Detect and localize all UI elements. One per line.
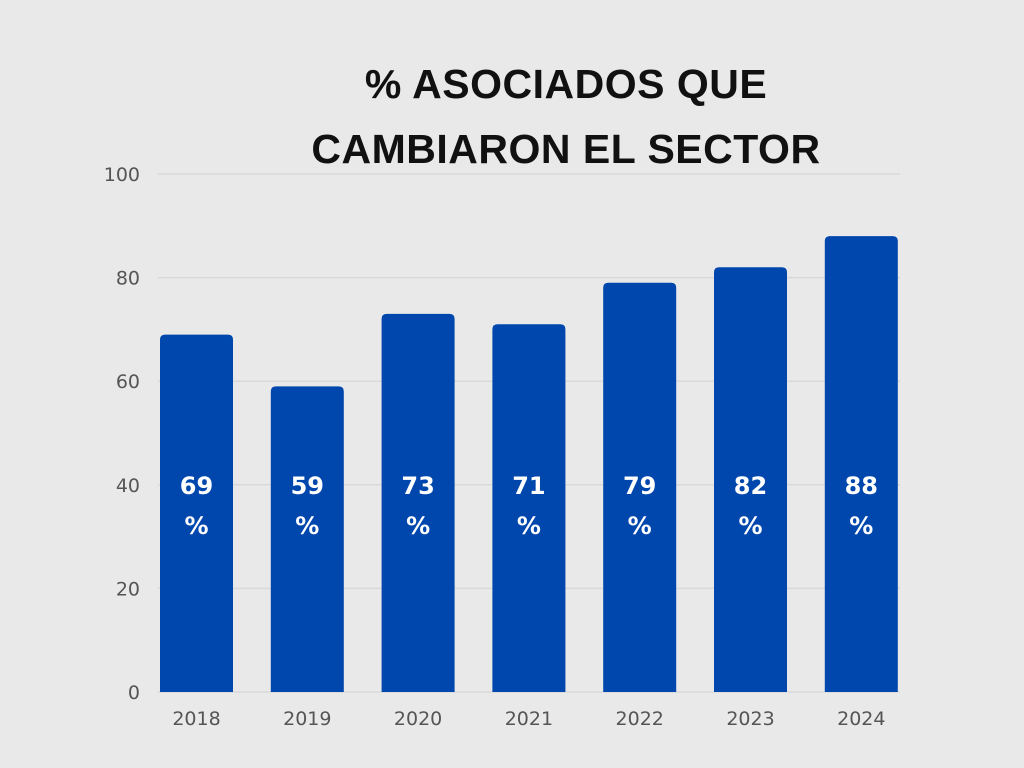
x-tick-label: 2023 <box>726 708 774 730</box>
bar-2018 <box>160 334 233 692</box>
y-tick-label: 40 <box>116 475 140 497</box>
bar-value-unit: % <box>184 512 208 540</box>
bar-value-label: 88 <box>845 472 878 500</box>
x-tick-label: 2020 <box>394 708 442 730</box>
y-tick-label: 20 <box>116 578 140 600</box>
chart-title-line-2: CAMBIARON EL SECTOR <box>311 126 821 172</box>
x-tick-label: 2022 <box>616 708 664 730</box>
bar-2019 <box>270 386 344 692</box>
bar-value-label: 79 <box>623 472 656 500</box>
bar-2023 <box>714 267 787 692</box>
y-tick-label: 0 <box>128 682 140 704</box>
bar-value-label: 73 <box>401 472 434 500</box>
bar-value-unit: % <box>406 512 430 540</box>
bar-value-unit: % <box>295 512 319 540</box>
bar-value-label: 71 <box>512 472 545 500</box>
bar-2022 <box>603 282 677 692</box>
bar-2020 <box>381 313 455 692</box>
bar-value-unit: % <box>849 512 873 540</box>
y-tick-label: 100 <box>104 164 140 186</box>
bar-2024 <box>824 236 898 692</box>
y-tick-label: 60 <box>116 371 140 393</box>
chart-title: % ASOCIADOS QUE CAMBIARON EL SECTOR <box>200 52 932 182</box>
chart-title-line-1: % ASOCIADOS QUE <box>364 61 768 107</box>
bar-value-unit: % <box>517 512 541 540</box>
x-tick-label: 2024 <box>837 708 885 730</box>
bar-value-label: 59 <box>291 472 324 500</box>
bar-value-unit: % <box>738 512 762 540</box>
x-tick-label: 2019 <box>283 708 331 730</box>
x-tick-label: 2021 <box>505 708 553 730</box>
bar-value-unit: % <box>628 512 652 540</box>
bar-2021 <box>492 324 566 692</box>
y-tick-label: 80 <box>116 268 140 290</box>
x-tick-label: 2018 <box>172 708 220 730</box>
bar-value-label: 82 <box>734 472 767 500</box>
bar-value-label: 69 <box>180 472 213 500</box>
